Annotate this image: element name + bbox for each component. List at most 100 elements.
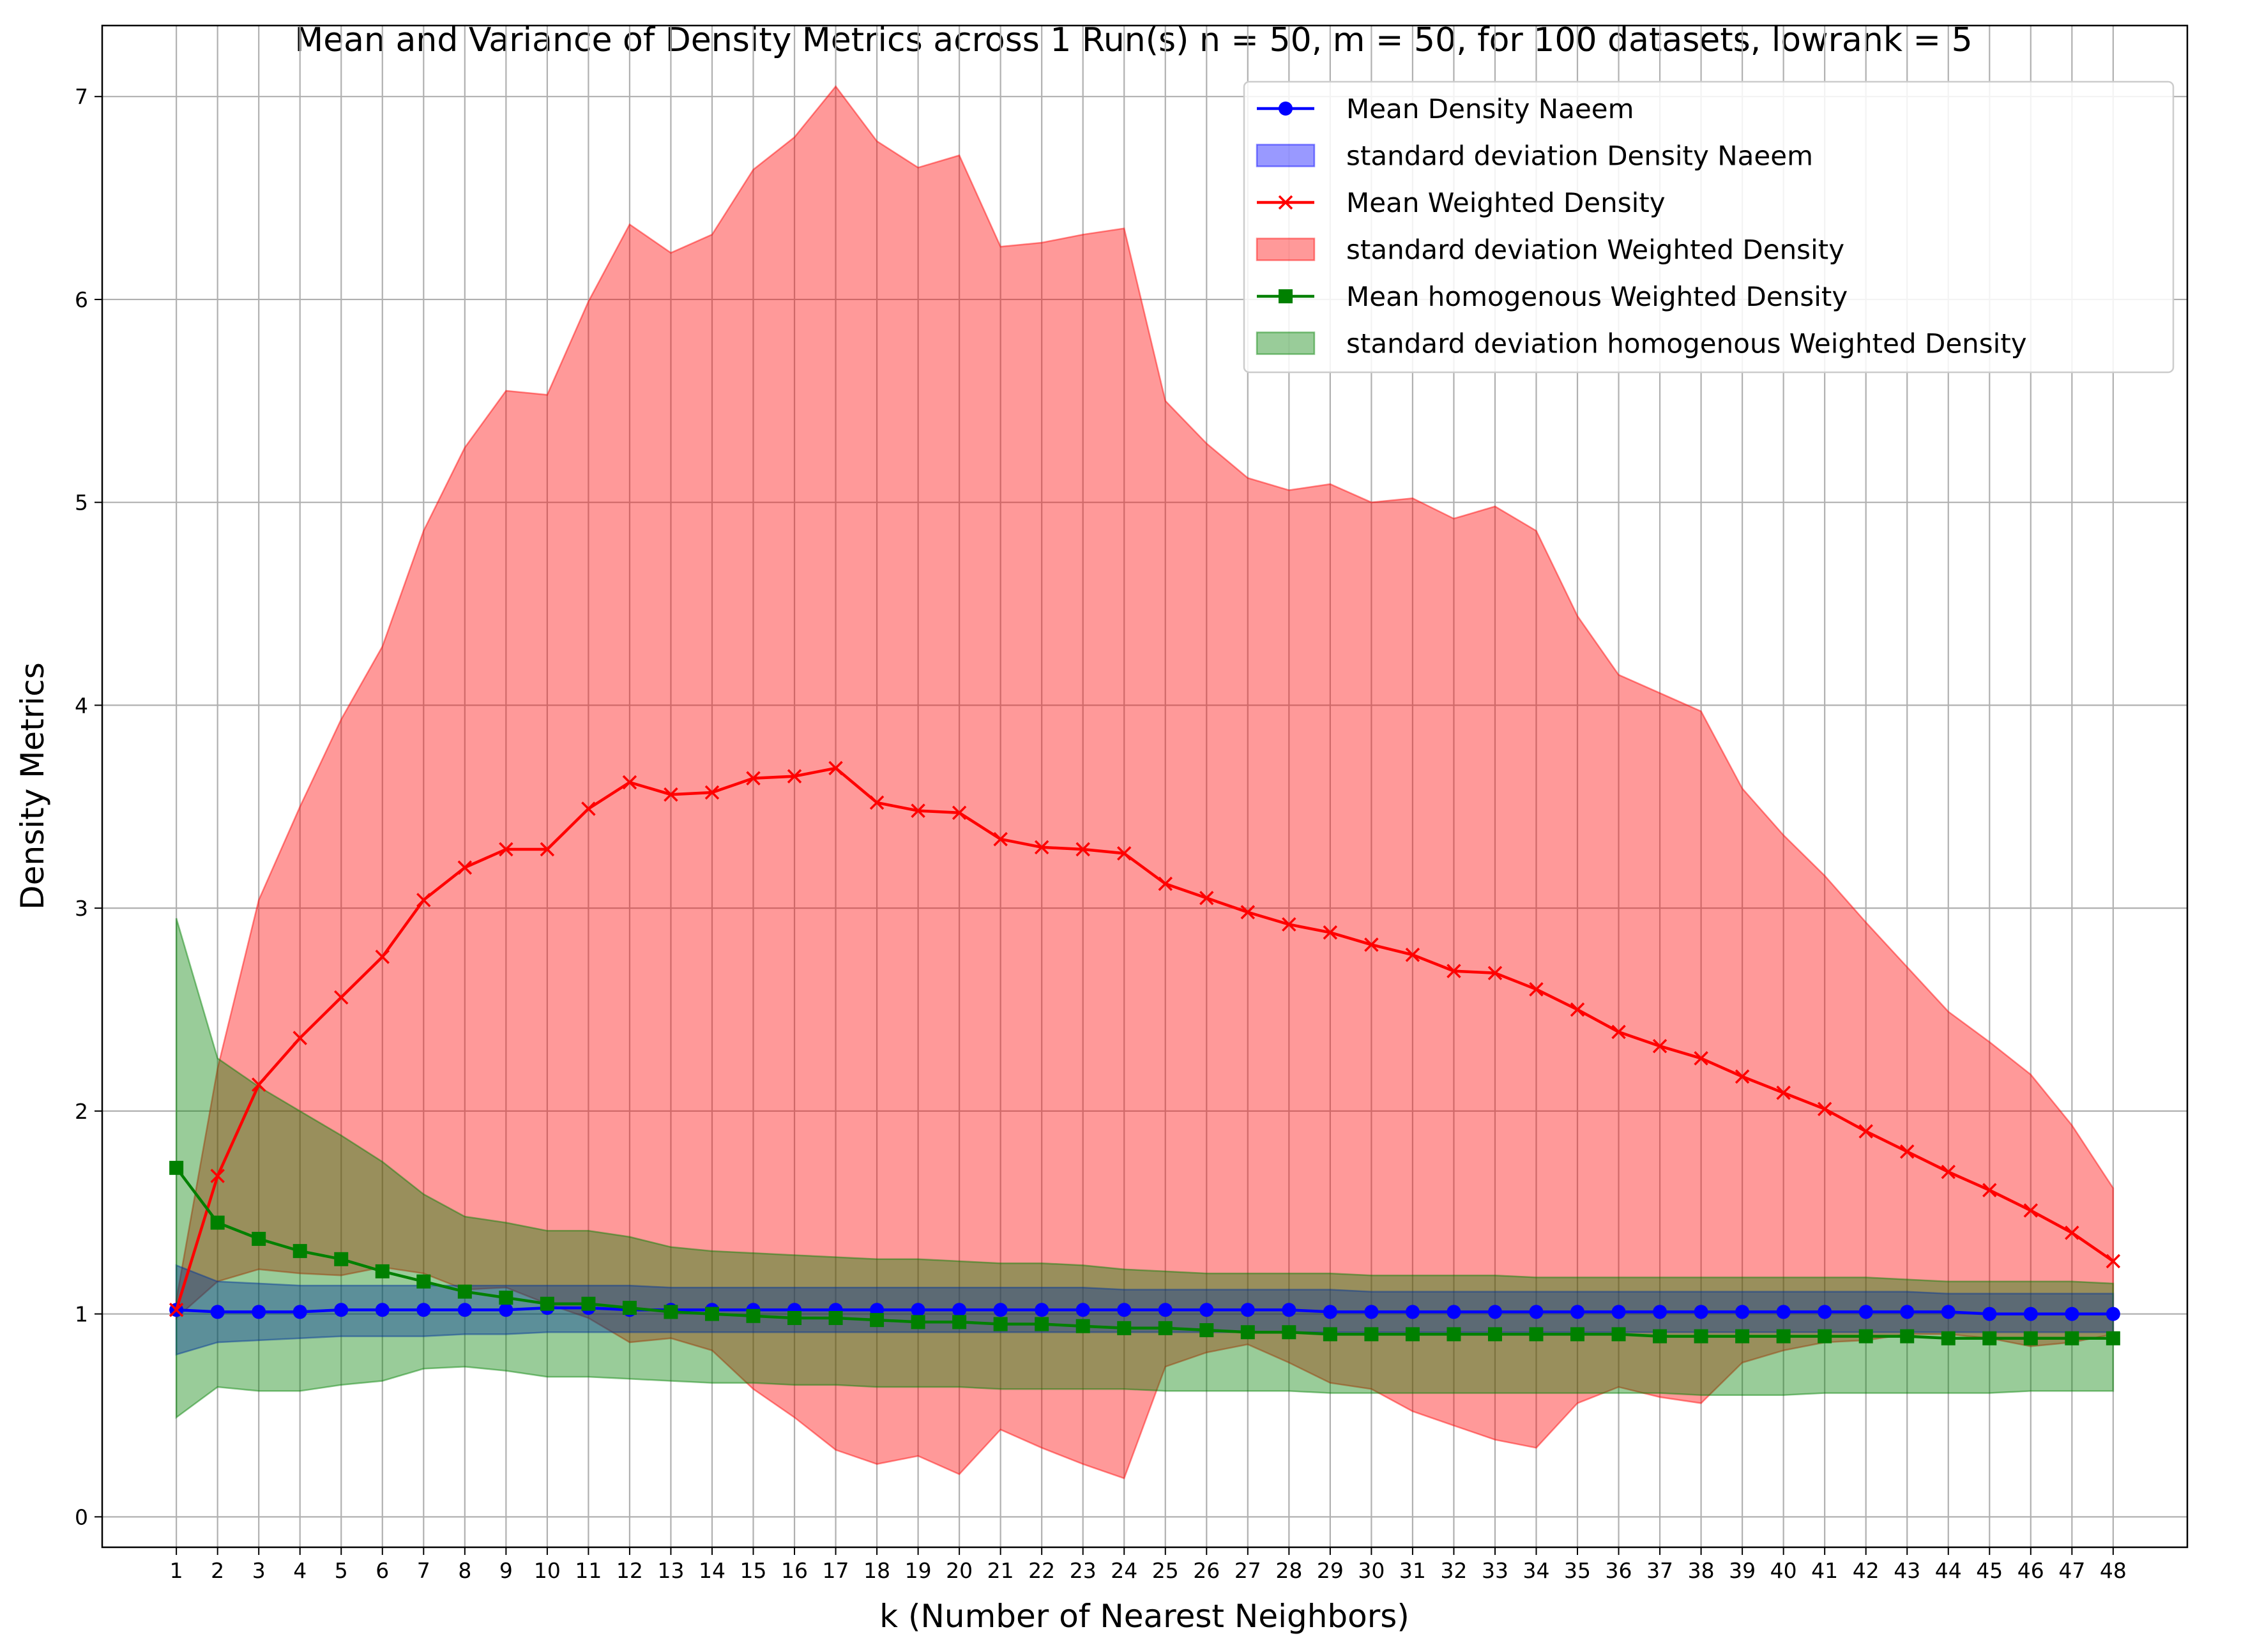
data-point-naeem xyxy=(210,1305,225,1319)
data-point-weighted xyxy=(1570,1002,1585,1017)
data-point-weighted xyxy=(1240,905,1256,920)
x-tick-label: 7 xyxy=(417,1558,430,1583)
x-tick-label: 26 xyxy=(1193,1558,1220,1583)
data-point-naeem xyxy=(1982,1307,1997,1321)
data-point-homogenous xyxy=(252,1232,266,1247)
data-point-homogenous xyxy=(334,1252,349,1266)
data-point-weighted xyxy=(1817,1102,1832,1116)
data-point-homogenous xyxy=(911,1315,925,1330)
x-tick-label: 34 xyxy=(1523,1558,1549,1583)
data-point-naeem xyxy=(2106,1307,2120,1321)
data-point-homogenous xyxy=(952,1315,967,1330)
x-tick-label: 36 xyxy=(1606,1558,1632,1583)
data-point-weighted xyxy=(169,1303,184,1317)
data-point-homogenous xyxy=(210,1215,225,1230)
data-point-homogenous xyxy=(1653,1329,1667,1344)
legend-label: Mean Density Naeem xyxy=(1346,93,1634,125)
data-point-homogenous xyxy=(457,1284,472,1299)
data-point-homogenous xyxy=(622,1301,637,1315)
x-tick-label: 19 xyxy=(905,1558,932,1583)
legend-box xyxy=(1243,80,2175,374)
x-tick-label: 18 xyxy=(863,1558,890,1583)
x-tick-label: 14 xyxy=(699,1558,725,1583)
x-tick-label: 10 xyxy=(534,1558,561,1583)
data-point-homogenous xyxy=(1323,1327,1337,1342)
data-point-naeem xyxy=(292,1305,307,1319)
data-point-homogenous xyxy=(499,1291,513,1305)
data-point-naeem xyxy=(1240,1303,1255,1317)
data-point-homogenous xyxy=(1487,1327,1502,1342)
data-point-weighted xyxy=(1694,1051,1708,1066)
x-tick-label: 5 xyxy=(335,1558,348,1583)
data-point-weighted xyxy=(334,990,349,1005)
x-tick-label: 37 xyxy=(1646,1558,1673,1583)
data-point-naeem xyxy=(1158,1303,1173,1317)
legend-label: Mean homogenous Weighted Density xyxy=(1346,281,1848,312)
data-point-weighted xyxy=(1652,1038,1667,1054)
data-point-homogenous xyxy=(169,1160,184,1175)
x-tick-label: 28 xyxy=(1275,1558,1302,1583)
y-tick-label: 6 xyxy=(75,287,88,312)
x-tick-label: 23 xyxy=(1070,1558,1097,1583)
data-point-naeem xyxy=(375,1303,390,1317)
legend-label: standard deviation homogenous Weighted D… xyxy=(1346,328,2027,360)
data-point-homogenous xyxy=(787,1310,802,1325)
data-point-weighted xyxy=(787,769,802,784)
data-point-weighted xyxy=(292,1031,307,1045)
data-point-homogenous xyxy=(1447,1327,1461,1342)
x-tick-label: 29 xyxy=(1317,1558,1344,1583)
legend-label: standard deviation Density Naeem xyxy=(1346,140,1813,172)
data-point-naeem xyxy=(1487,1305,1502,1319)
data-point-homogenous xyxy=(1818,1329,1832,1344)
legend-band-swatch xyxy=(1256,144,1316,167)
data-point-naeem xyxy=(1858,1305,1873,1319)
data-point-naeem xyxy=(1323,1305,1337,1319)
data-point-homogenous xyxy=(1117,1321,1132,1335)
x-tick-label: 48 xyxy=(2100,1558,2127,1583)
data-point-naeem xyxy=(1035,1303,1049,1317)
data-point-weighted xyxy=(416,893,431,907)
x-tick-label: 35 xyxy=(1564,1558,1591,1583)
data-point-homogenous xyxy=(1364,1327,1379,1342)
data-point-weighted xyxy=(2106,1254,2121,1269)
data-point-weighted xyxy=(375,950,390,964)
x-tick-label: 33 xyxy=(1482,1558,1508,1583)
data-point-naeem xyxy=(1818,1305,1832,1319)
data-point-homogenous xyxy=(664,1305,678,1319)
data-point-homogenous xyxy=(1199,1323,1214,1338)
data-point-homogenous xyxy=(704,1307,719,1321)
data-point-homogenous xyxy=(375,1264,390,1278)
data-point-weighted xyxy=(1735,1069,1750,1084)
data-point-homogenous xyxy=(1282,1325,1296,1340)
data-point-homogenous xyxy=(1075,1319,1090,1333)
legend-marker-homogenous xyxy=(1279,289,1293,303)
x-axis-label: k (Number of Nearest Neighbors) xyxy=(879,1598,1409,1635)
x-tick-label: 41 xyxy=(1811,1558,1838,1583)
x-tick-label: 44 xyxy=(1935,1558,1962,1583)
data-point-weighted xyxy=(1034,840,1049,855)
axis-ticks: 1 2 3 4 5 6 7 8 9 10 11 12 13 14 15 16 17 18 19 20 21 22 23 24 2… xyxy=(75,84,2127,1583)
x-tick-label: 17 xyxy=(823,1558,849,1583)
x-tick-label: 45 xyxy=(1976,1558,2003,1583)
x-tick-label: 4 xyxy=(293,1558,307,1583)
legend-marker-naeem xyxy=(1279,102,1293,116)
data-point-homogenous xyxy=(828,1310,843,1325)
x-tick-label: 8 xyxy=(458,1558,471,1583)
data-point-homogenous xyxy=(746,1308,761,1323)
data-point-weighted xyxy=(2023,1203,2039,1218)
x-tick-label: 47 xyxy=(2058,1558,2085,1583)
data-point-naeem xyxy=(1900,1305,1915,1319)
series-naeem xyxy=(169,1301,2120,1321)
data-point-homogenous xyxy=(1405,1327,1420,1342)
data-point-homogenous xyxy=(1611,1327,1626,1342)
data-point-naeem xyxy=(993,1303,1008,1317)
data-point-homogenous xyxy=(1570,1327,1585,1342)
data-point-naeem xyxy=(952,1303,967,1317)
legend-marker-weighted xyxy=(1278,195,1293,210)
data-point-weighted xyxy=(210,1169,225,1183)
data-point-homogenous xyxy=(1035,1317,1049,1331)
data-point-weighted xyxy=(1776,1086,1791,1100)
x-tick-label: 46 xyxy=(2017,1558,2044,1583)
data-point-naeem xyxy=(334,1303,349,1317)
chart-title: Mean and Variance of Density Metrics acr… xyxy=(294,21,1972,59)
